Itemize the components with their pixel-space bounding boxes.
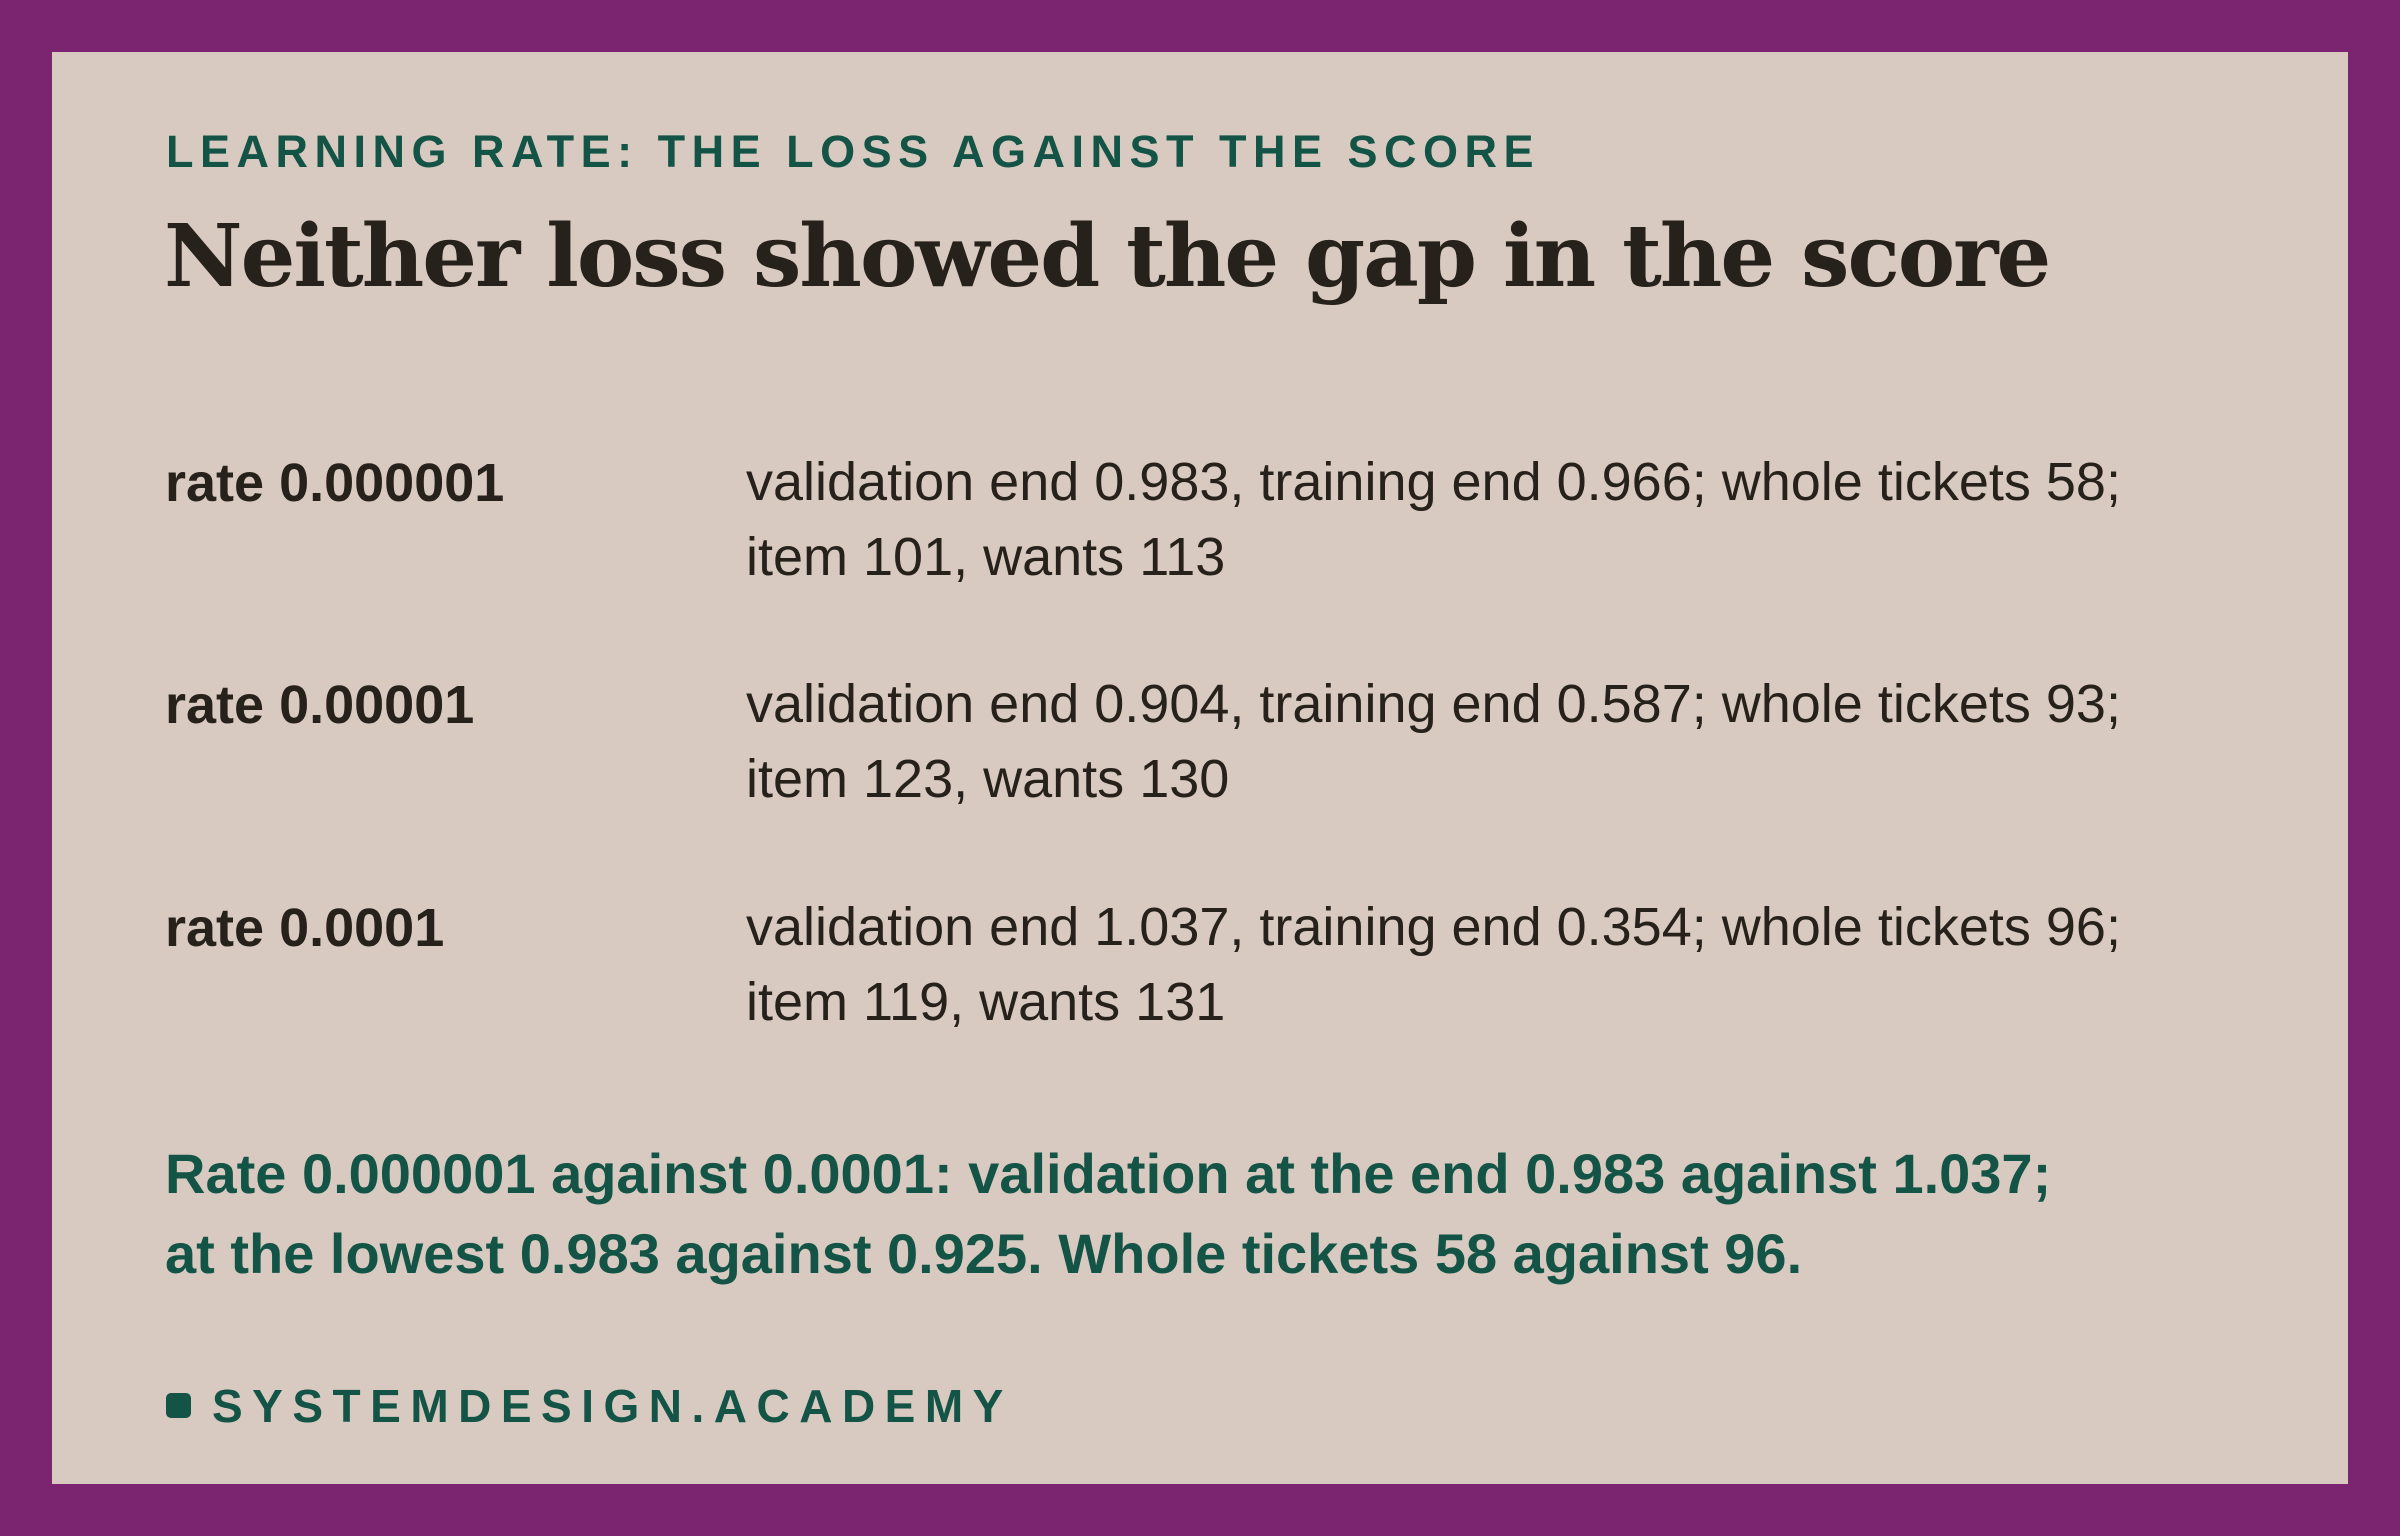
kicker: LEARNING RATE: THE LOSS AGAINST THE SCOR… <box>166 126 1541 177</box>
summary-line: Rate 0.000001 against 0.0001: validation… <box>165 1142 2052 1205</box>
rate-details-line: item 123, wants 130 <box>746 749 1230 809</box>
rate-details-line: validation end 1.037, training end 0.354… <box>746 897 2121 957</box>
rate-details-line: item 101, wants 113 <box>746 527 1226 587</box>
rate-label: rate 0.00001 <box>165 675 475 735</box>
slide-card: LEARNING RATE: THE LOSS AGAINST THE SCOR… <box>52 52 2348 1484</box>
brand-name: SYSTEMDESIGN.ACADEMY <box>212 1380 1013 1432</box>
brand-square-icon <box>166 1393 191 1418</box>
headline: Neither loss showed the gap in the score <box>164 206 2051 307</box>
rate-details-line: item 119, wants 131 <box>746 972 1226 1032</box>
rate-details: validation end 1.037, training end 0.354… <box>746 890 2246 1040</box>
rate-details-line: validation end 0.904, training end 0.587… <box>746 674 2121 734</box>
summary-line: at the lowest 0.983 against 0.925. Whole… <box>165 1222 1803 1285</box>
summary: Rate 0.000001 against 0.0001: validation… <box>165 1134 2285 1294</box>
rate-label: rate 0.0001 <box>165 898 445 958</box>
rate-details: validation end 0.904, training end 0.587… <box>746 667 2246 817</box>
rate-details: validation end 0.983, training end 0.966… <box>746 445 2246 595</box>
rate-label: rate 0.000001 <box>165 453 505 513</box>
rate-details-line: validation end 0.983, training end 0.966… <box>746 452 2121 512</box>
